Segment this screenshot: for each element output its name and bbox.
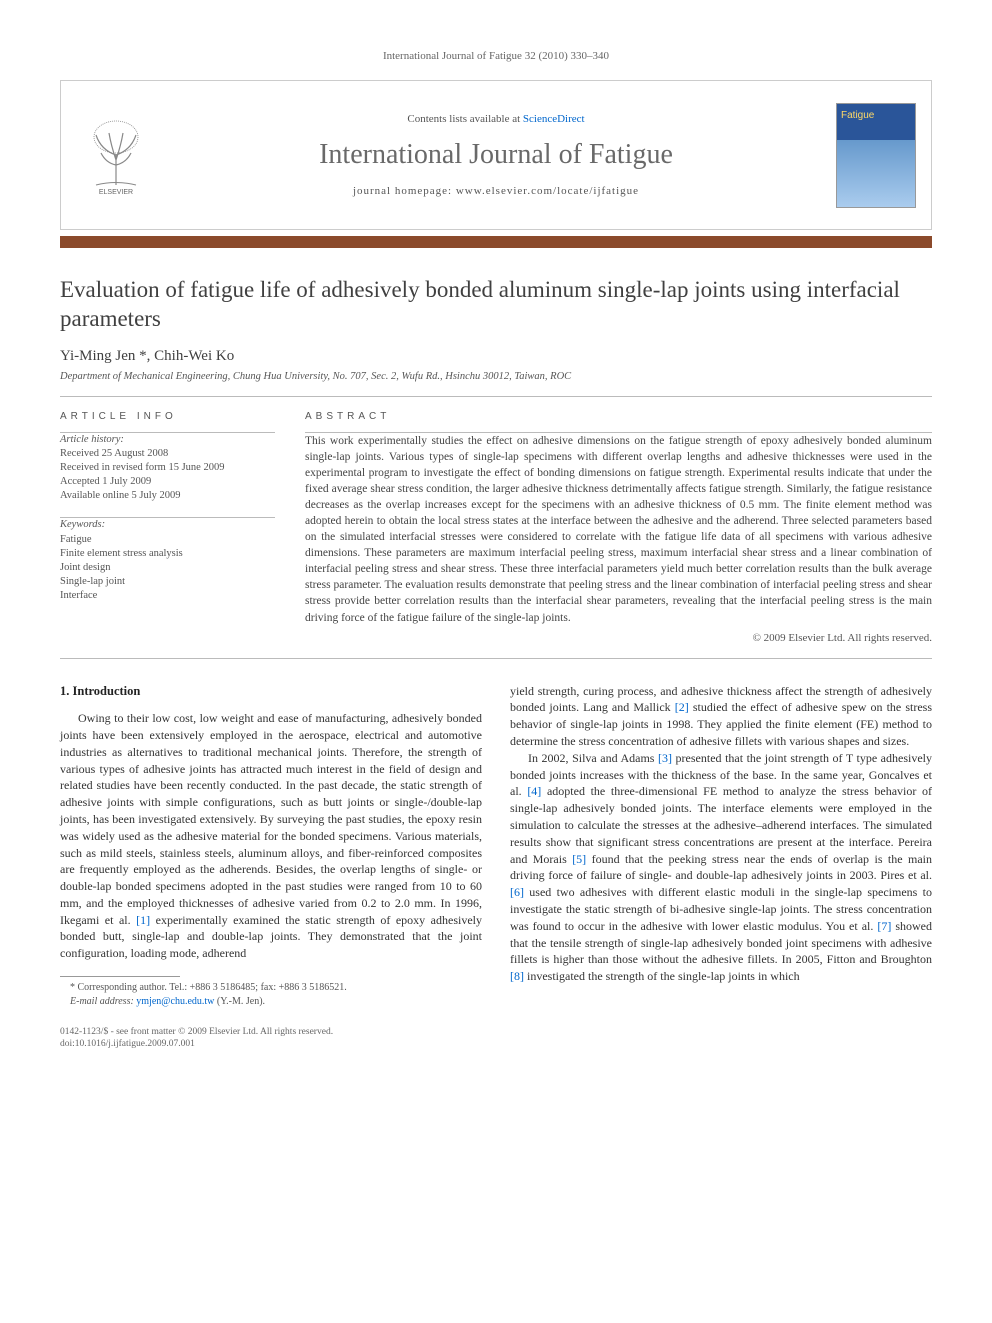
corresponding-author-footnote: * Corresponding author. Tel.: +886 3 518… xyxy=(60,981,482,995)
article-info-column: ARTICLE INFO Article history: Received 2… xyxy=(60,411,275,644)
body-two-column: 1. Introduction Owing to their low cost,… xyxy=(60,683,932,1008)
author-affiliation: Department of Mechanical Engineering, Ch… xyxy=(60,371,932,382)
text-run: investigated the strength of the single-… xyxy=(524,969,800,983)
journal-homepage-line: journal homepage: www.elsevier.com/locat… xyxy=(171,185,821,197)
running-head: International Journal of Fatigue 32 (201… xyxy=(60,50,932,62)
email-footnote: E-mail address: ymjen@chu.edu.tw (Y.-M. … xyxy=(60,995,482,1009)
abstract-text: This work experimentally studies the eff… xyxy=(305,433,932,626)
homepage-url[interactable]: www.elsevier.com/locate/ijfatigue xyxy=(456,185,639,197)
banner-underline xyxy=(60,236,932,248)
divider xyxy=(60,658,932,659)
email-suffix: (Y.-M. Jen). xyxy=(214,996,265,1007)
doi-line: doi:10.1016/j.ijfatigue.2009.07.001 xyxy=(60,1038,932,1050)
body-paragraph: In 2002, Silva and Adams [3] presented t… xyxy=(510,750,932,985)
front-matter-line: 0142-1123/$ - see front matter © 2009 El… xyxy=(60,1026,932,1038)
page-footer: 0142-1123/$ - see front matter © 2009 El… xyxy=(60,1026,932,1051)
history-received: Received 25 August 2008 xyxy=(60,447,275,461)
body-paragraph: Owing to their low cost, low weight and … xyxy=(60,710,482,962)
homepage-prefix: journal homepage: xyxy=(353,185,456,197)
journal-cover-cell xyxy=(821,81,931,229)
text-run: Owing to their low cost, low weight and … xyxy=(60,711,482,927)
keywords-label: Keywords: xyxy=(60,518,275,532)
keyword-item: Single-lap joint xyxy=(60,575,275,589)
keyword-item: Fatigue xyxy=(60,533,275,547)
history-accepted: Accepted 1 July 2009 xyxy=(60,475,275,489)
keyword-item: Joint design xyxy=(60,561,275,575)
abstract-heading: ABSTRACT xyxy=(305,411,932,422)
citation-link[interactable]: [5] xyxy=(572,852,586,866)
citation-link[interactable]: [1] xyxy=(136,913,150,927)
contents-prefix: Contents lists available at xyxy=(407,113,522,125)
text-run: In 2002, Silva and Adams xyxy=(528,751,658,765)
footnote-separator xyxy=(60,976,180,977)
elsevier-tree-logo: ELSEVIER xyxy=(81,115,151,195)
article-info-heading: ARTICLE INFO xyxy=(60,411,275,422)
author-email-link[interactable]: ymjen@chu.edu.tw xyxy=(136,996,214,1007)
abstract-column: ABSTRACT This work experimentally studie… xyxy=(305,411,932,644)
journal-banner: ELSEVIER Contents lists available at Sci… xyxy=(60,80,932,230)
citation-link[interactable]: [2] xyxy=(675,700,689,714)
history-label: Article history: xyxy=(60,433,275,447)
citation-link[interactable]: [6] xyxy=(510,885,524,899)
journal-name: International Journal of Fatigue xyxy=(171,139,821,171)
keyword-item: Interface xyxy=(60,589,275,603)
section-heading-intro: 1. Introduction xyxy=(60,683,482,701)
keywords-block: Keywords: Fatigue Finite element stress … xyxy=(60,518,275,603)
email-label: E-mail address: xyxy=(70,996,136,1007)
author-list: Yi-Ming Jen *, Chih-Wei Ko xyxy=(60,348,932,365)
contents-available-line: Contents lists available at ScienceDirec… xyxy=(171,113,821,125)
journal-cover-thumb xyxy=(836,103,916,208)
sciencedirect-link[interactable]: ScienceDirect xyxy=(523,113,585,125)
keyword-item: Finite element stress analysis xyxy=(60,547,275,561)
history-revised: Received in revised form 15 June 2009 xyxy=(60,461,275,475)
publisher-logo-cell: ELSEVIER xyxy=(61,81,171,229)
body-paragraph: yield strength, curing process, and adhe… xyxy=(510,683,932,750)
citation-link[interactable]: [4] xyxy=(527,784,541,798)
citation-link[interactable]: [3] xyxy=(658,751,672,765)
history-online: Available online 5 July 2009 xyxy=(60,489,275,503)
copyright-line: © 2009 Elsevier Ltd. All rights reserved… xyxy=(305,632,932,644)
text-run: used two adhesives with different elasti… xyxy=(510,885,932,933)
citation-link[interactable]: [8] xyxy=(510,969,524,983)
article-title: Evaluation of fatigue life of adhesively… xyxy=(60,276,932,334)
article-history: Article history: Received 25 August 2008… xyxy=(60,433,275,504)
citation-link[interactable]: [7] xyxy=(877,919,891,933)
svg-text:ELSEVIER: ELSEVIER xyxy=(99,189,133,195)
